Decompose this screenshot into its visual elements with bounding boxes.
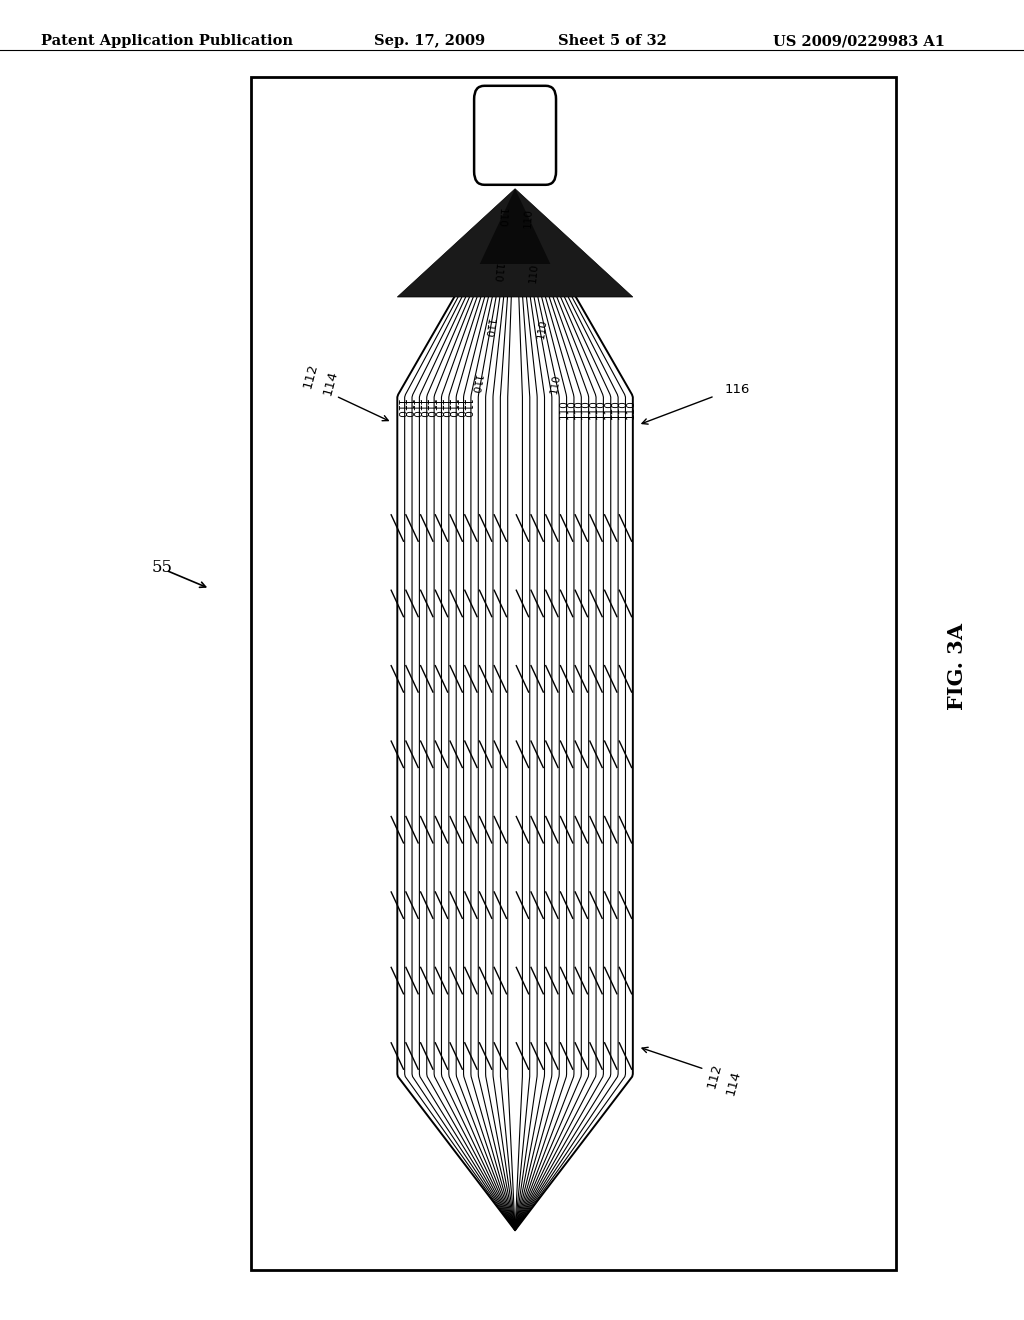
FancyBboxPatch shape xyxy=(474,86,556,185)
Text: 112: 112 xyxy=(706,1061,724,1090)
Text: US 2009/0229983 A1: US 2009/0229983 A1 xyxy=(773,34,945,49)
Text: 116: 116 xyxy=(725,383,751,396)
Text: 110: 110 xyxy=(410,400,420,418)
Text: Patent Application Publication: Patent Application Publication xyxy=(41,34,293,49)
Text: 110: 110 xyxy=(461,400,471,418)
Text: Sheet 5 of 32: Sheet 5 of 32 xyxy=(558,34,667,49)
Polygon shape xyxy=(479,189,551,264)
Text: 110: 110 xyxy=(589,400,599,418)
Text: 110: 110 xyxy=(618,400,628,418)
Text: 110: 110 xyxy=(549,374,561,395)
Text: 110: 110 xyxy=(394,400,404,418)
Text: 114: 114 xyxy=(724,1068,742,1097)
Text: 110: 110 xyxy=(446,400,457,418)
Text: 110: 110 xyxy=(417,400,427,418)
Text: 110: 110 xyxy=(573,400,584,418)
Text: 110: 110 xyxy=(402,400,412,418)
Text: 110: 110 xyxy=(603,400,613,418)
Text: 110: 110 xyxy=(424,400,434,418)
Text: 110: 110 xyxy=(596,400,606,418)
Text: 55: 55 xyxy=(152,560,173,576)
Text: 110: 110 xyxy=(527,263,540,284)
Text: 110: 110 xyxy=(626,400,636,418)
Text: FIG. 3A: FIG. 3A xyxy=(947,623,968,710)
Text: 110: 110 xyxy=(536,318,549,339)
Text: 110: 110 xyxy=(523,207,534,228)
Text: 112: 112 xyxy=(301,362,319,391)
Text: 110: 110 xyxy=(610,400,621,418)
Text: 110: 110 xyxy=(439,400,449,418)
Text: 110: 110 xyxy=(454,400,464,418)
Text: 110: 110 xyxy=(566,400,577,418)
Text: 110: 110 xyxy=(559,400,569,418)
Text: 110: 110 xyxy=(431,400,441,418)
Text: 110: 110 xyxy=(497,207,507,228)
Bar xyxy=(251,77,896,1270)
Polygon shape xyxy=(397,189,633,297)
Text: Sep. 17, 2009: Sep. 17, 2009 xyxy=(374,34,485,49)
Text: 114: 114 xyxy=(322,368,340,397)
Text: 110: 110 xyxy=(469,374,481,395)
Text: 110: 110 xyxy=(582,400,591,418)
Text: 110: 110 xyxy=(481,318,495,339)
Text: 110: 110 xyxy=(490,263,503,284)
